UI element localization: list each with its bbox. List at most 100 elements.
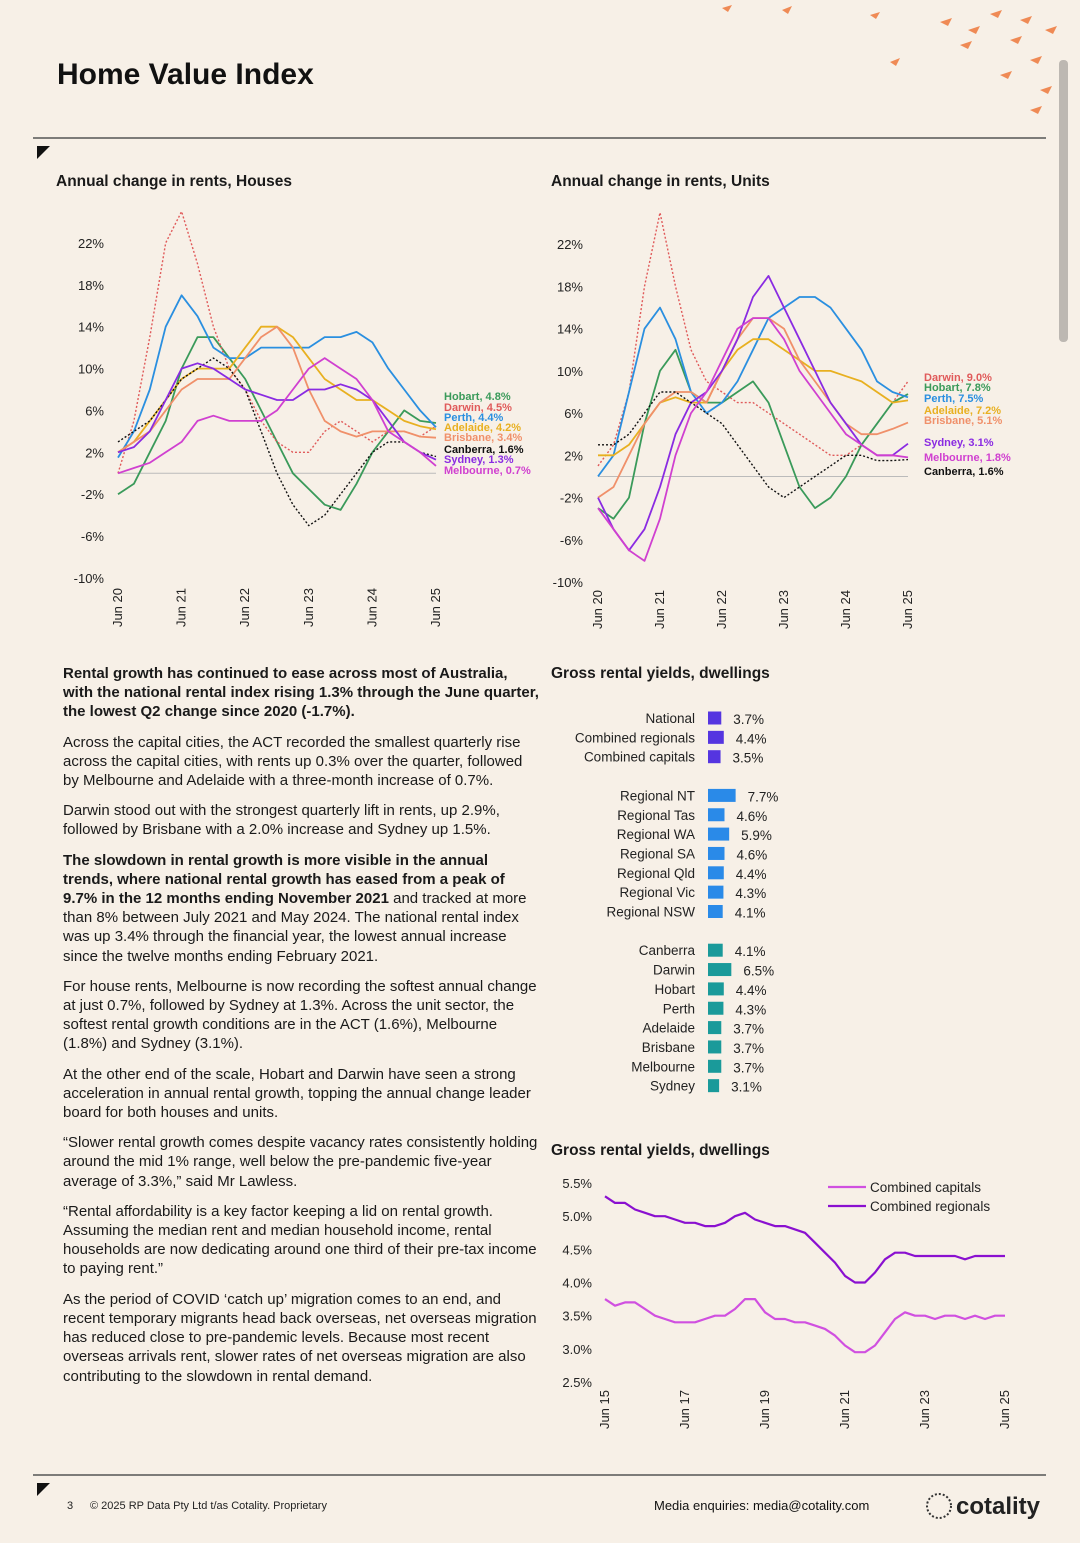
text: Across the capital cities, the ACT recor… [63,733,523,790]
bar [708,788,736,802]
bar [708,866,724,880]
value-label: 3.1% [731,1080,762,1095]
series-line [117,325,437,454]
y-tick-label: -10% [553,575,584,590]
paragraph: The slowdown in rental growth is more vi… [63,851,539,966]
series-label: Darwin, 4.5% [444,402,512,414]
bar-label: Regional Vic [619,885,695,900]
series-line [117,210,437,474]
marker [37,1483,50,1496]
value-label: 7.7% [748,789,779,804]
bar [708,750,721,764]
bar-label: Darwin [653,963,695,978]
series-label: Sydney, 1.3% [444,454,514,466]
y-tick-label: 6% [85,403,104,418]
bar-label: Combined capitals [584,750,695,765]
x-tick-label: Jun 21 [652,590,667,629]
y-tick-label: -6% [560,533,584,548]
bar [708,846,725,860]
bar [708,943,723,957]
paragraph: Across the capital cities, the ACT recor… [63,733,539,791]
y-tick-label: 14% [78,320,104,335]
bar [708,711,722,725]
value-label: 4.4% [736,731,767,746]
y-tick-label: -6% [81,529,105,544]
text: Darwin stood out with the strongest quar… [63,802,500,839]
bar [708,730,724,744]
y-tick-label: 2% [564,448,583,463]
series-line [117,294,437,459]
text: and tracked at more than 8% between July… [63,890,527,965]
y-tick-label: 14% [557,322,583,337]
series-label: Hobart, 4.8% [444,391,511,403]
x-tick-label: Jun 22 [237,588,252,627]
paragraph: Darwin stood out with the strongest quar… [63,801,539,839]
y-tick-label: 18% [557,279,583,294]
value-label: 3.7% [733,712,764,727]
value-label: 5.9% [741,828,772,843]
bar [708,1001,724,1015]
x-tick-label: Jun 20 [110,588,125,627]
bar [708,1021,722,1035]
bar [708,905,723,918]
paragraph: Rental growth has continued to ease acro… [63,664,539,722]
y-tick-label: 22% [78,236,104,251]
x-tick-label: Jun 22 [714,590,729,629]
y-tick-label: 4.0% [562,1276,592,1291]
x-tick-label: Jun 25 [900,590,915,629]
series-label: Melbourne, 1.8% [924,452,1011,464]
logo: cotality [956,1493,1041,1520]
x-tick-label: Jun 17 [677,1390,692,1429]
bar [708,808,725,822]
x-tick-label: Jun 23 [917,1390,932,1429]
value-label: 3.7% [733,1060,764,1075]
y-tick-label: 5.0% [562,1209,592,1224]
x-tick-label: Jun 21 [174,588,189,627]
series-line [598,391,909,499]
series-line [117,325,437,454]
x-tick-label: Jun 23 [776,590,791,629]
bar-label: Sydney [650,1079,695,1094]
bar-label: Perth [663,1001,695,1016]
value-label: 4.3% [735,886,766,901]
series-label: Brisbane, 5.1% [924,415,1002,427]
chart-title: Annual change in rents, Houses [56,173,292,190]
series-line [604,1195,1005,1284]
bar [708,982,724,996]
marker [37,146,50,159]
series-line [117,357,437,527]
value-label: 4.6% [737,809,768,824]
paragraph: “Slower rental growth comes despite vaca… [63,1133,539,1191]
series-line [117,336,437,511]
series-label: Sydney, 3.1% [924,437,994,449]
y-tick-label: -10% [74,571,105,586]
value-label: 3.5% [733,751,764,766]
bar [708,963,732,977]
bar [708,1040,722,1054]
bar-label: Melbourne [631,1059,695,1074]
text: “Slower rental growth comes despite vaca… [63,1134,538,1190]
series-label: Darwin, 9.0% [924,372,992,384]
page-title: Home Value Index [57,58,314,91]
series-line [117,362,437,461]
y-tick-label: 22% [557,237,583,252]
paragraph: As the period of COVID ‘catch up’ migrat… [63,1290,539,1386]
series-line [597,317,909,499]
y-tick-label: 2.5% [562,1375,592,1390]
series-label: Adelaide, 4.2% [444,422,521,434]
bar-label: National [645,711,695,726]
legend-label: Combined regionals [870,1199,990,1214]
x-tick-label: Jun 23 [301,588,316,627]
paragraph: “Rental affordability is a key factor ke… [63,1202,539,1279]
value-label: 3.7% [733,1041,764,1056]
x-tick-label: Jun 19 [757,1390,772,1429]
x-tick-label: Jun 25 [428,588,443,627]
series-label: Brisbane, 3.4% [444,432,522,444]
bar-label: Regional NT [620,788,695,803]
series-label: Adelaide, 7.2% [924,405,1001,417]
series-line [117,357,437,475]
decoration [722,5,1057,114]
legend-label: Combined capitals [870,1180,981,1195]
